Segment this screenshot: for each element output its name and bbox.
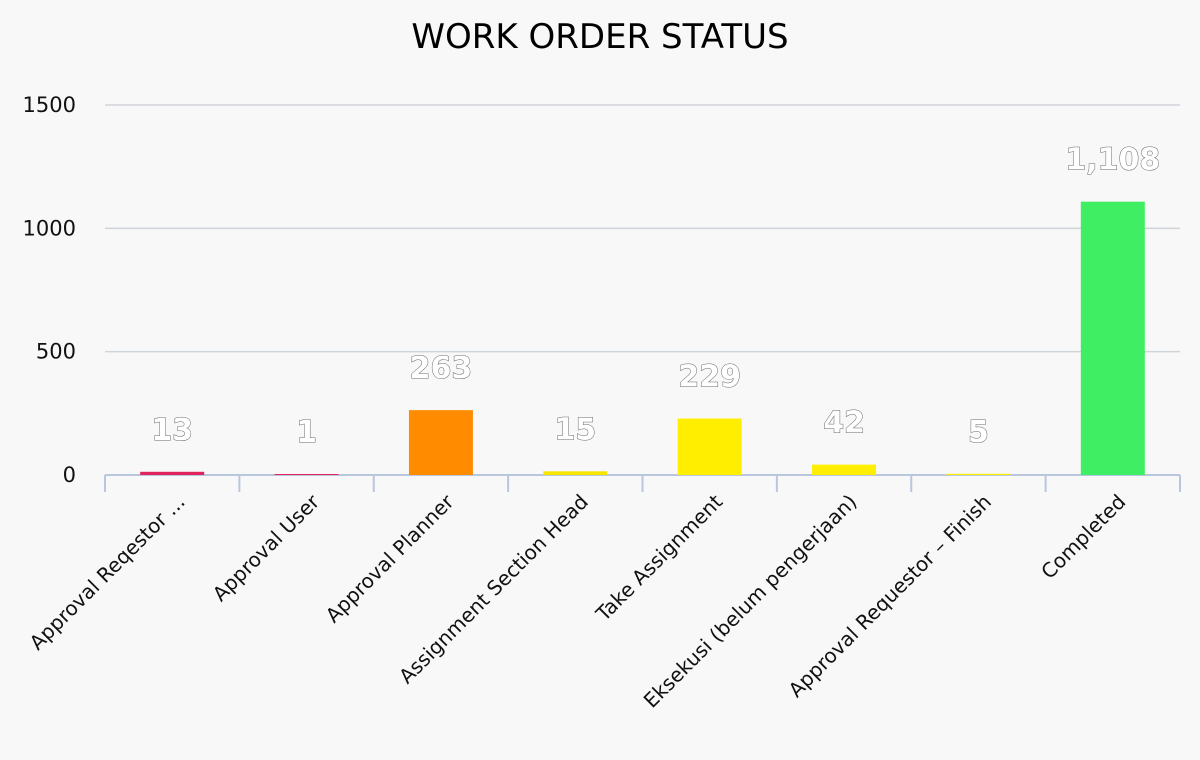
x-tick-label: Eksekusi (belum pengerjaan) (639, 490, 862, 713)
bar[interactable] (946, 473, 1011, 475)
bar[interactable] (408, 410, 473, 475)
x-tick-label: Take Assignment (590, 489, 727, 626)
y-axis-ticks: 0 500 1000 1500 (23, 93, 76, 487)
x-axis-ticks: Approval Reqestor ... Approval UserApprov… (25, 489, 1131, 712)
data-label: 263 (410, 351, 473, 386)
bar[interactable] (274, 474, 339, 475)
data-label: 15 (554, 412, 596, 447)
bar[interactable] (812, 464, 877, 475)
x-tick-label: Approval User (208, 489, 325, 606)
y-tick-label: 1000 (23, 216, 76, 240)
bars (140, 201, 1145, 475)
x-tick-label: Approval Planner (321, 489, 459, 627)
bar[interactable] (140, 471, 205, 475)
data-label: 13 (151, 413, 193, 448)
data-label: 229 (678, 360, 741, 395)
gridlines (105, 104, 1180, 353)
y-tick-label: 1500 (23, 93, 76, 117)
bar[interactable] (677, 418, 742, 475)
data-label: 1 (296, 415, 317, 450)
y-tick-label: 500 (36, 340, 76, 364)
bar[interactable] (1080, 201, 1145, 475)
data-label: 5 (968, 415, 989, 450)
y-tick-label: 0 (63, 463, 76, 487)
data-label: 42 (823, 406, 865, 441)
data-labels: 13 1 263 15 229 42 5 1,108 (151, 142, 1161, 450)
x-axis (104, 474, 1181, 492)
x-tick-label: Completed (1036, 490, 1130, 584)
chart-title: WORK ORDER STATUS (411, 17, 788, 57)
x-tick-label: Approval Reqestor ... (25, 490, 190, 655)
bar[interactable] (543, 471, 608, 475)
data-label: 1,108 (1065, 143, 1160, 178)
